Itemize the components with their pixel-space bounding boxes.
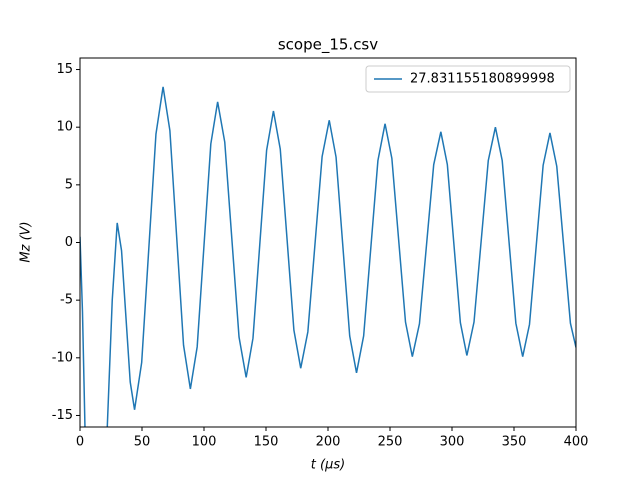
y-tick-label: 0	[65, 235, 73, 250]
legend-label: 27.831155180899998	[410, 72, 555, 87]
legend-box	[365, 65, 571, 93]
y-axis-label: Mz (V)	[19, 221, 34, 262]
x-tick-label: 150	[254, 435, 279, 450]
x-tick-label: 400	[564, 435, 589, 450]
y-tick-label: -15	[52, 408, 73, 423]
x-tick-label: 350	[502, 435, 527, 450]
x-tick-label: 100	[192, 435, 217, 450]
x-tick-label: 250	[378, 435, 403, 450]
y-tick-label: 5	[65, 177, 73, 192]
x-tick-label: 0	[76, 435, 84, 450]
y-tick-label: -10	[52, 350, 73, 365]
x-tick-label: 300	[440, 435, 465, 450]
y-tick-label: 10	[56, 120, 73, 135]
x-axis-label: t (μs)	[311, 458, 345, 473]
x-tick-label: 200	[316, 435, 341, 450]
y-tick-label: -5	[60, 293, 73, 308]
axes-frame	[79, 57, 577, 428]
x-tick-label: 50	[134, 435, 151, 450]
y-tick-label: 15	[56, 62, 73, 77]
chart-title: scope_15.csv	[278, 36, 378, 55]
data-line	[80, 86, 576, 427]
